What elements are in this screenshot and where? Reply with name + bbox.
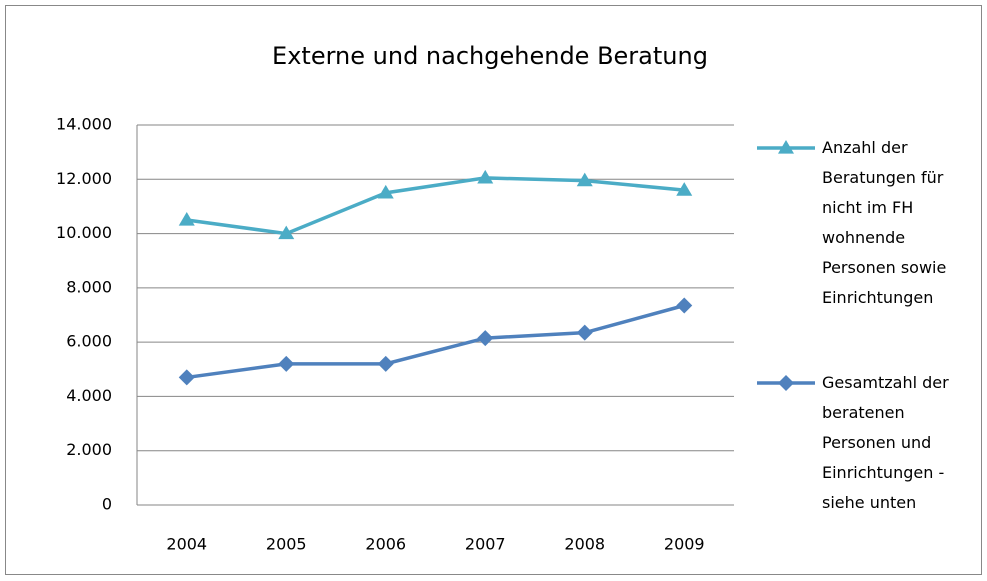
y-tick-label: 0	[102, 495, 112, 514]
data-point	[278, 225, 295, 240]
legend-label: Anzahl der Beratungen für nicht im FH wo…	[822, 138, 947, 307]
data-point	[477, 330, 494, 347]
data-point	[477, 169, 494, 184]
chart-title: Externe und nachgehende Beratung	[272, 42, 708, 70]
y-tick-label: 2.000	[66, 440, 112, 459]
data-point	[178, 369, 195, 386]
x-tick-label: 2007	[465, 535, 506, 554]
x-tick-label: 2008	[564, 535, 605, 554]
y-tick-label: 8.000	[66, 277, 112, 296]
y-tick-label: 14.000	[56, 115, 112, 134]
data-point	[278, 355, 295, 372]
legend-label: Gesamtzahl der beratenen Personen und Ei…	[822, 373, 949, 512]
y-tick-label: 4.000	[66, 386, 112, 405]
series-line	[186, 176, 685, 236]
x-tick-label: 2006	[365, 535, 406, 554]
legend-marker	[778, 140, 794, 154]
x-tick-label: 2004	[166, 535, 207, 554]
data-point	[576, 324, 593, 341]
x-tick-label: 2009	[664, 535, 705, 554]
data-point	[377, 184, 394, 199]
data-point	[676, 182, 693, 196]
legend-marker	[778, 375, 794, 391]
data-point	[676, 297, 693, 314]
series-line	[186, 303, 685, 380]
y-tick-label: 10.000	[56, 223, 112, 242]
data-point	[576, 172, 593, 187]
x-tick-label: 2005	[266, 535, 307, 554]
data-point	[377, 355, 394, 372]
data-point	[178, 212, 195, 226]
y-tick-label: 12.000	[56, 169, 112, 188]
y-tick-label: 6.000	[66, 332, 112, 351]
chart-border	[5, 5, 982, 575]
